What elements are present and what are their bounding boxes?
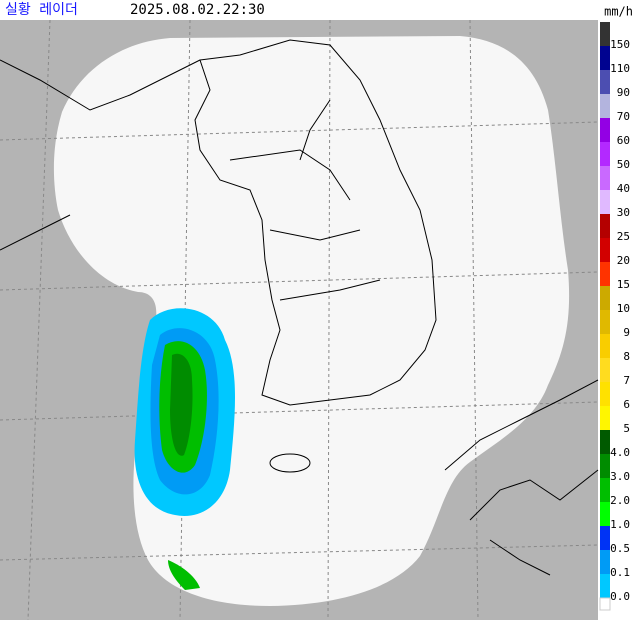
legend-swatch — [600, 286, 610, 310]
legend-label: 4.0 — [610, 446, 630, 459]
legend-swatch — [600, 358, 610, 382]
legend-label: 1.0 — [610, 518, 630, 531]
coastline — [0, 39, 599, 576]
legend-swatch — [600, 238, 610, 262]
legend-label: 20 — [617, 254, 630, 267]
legend-label: 70 — [617, 110, 630, 123]
legend-label: 0.1 — [610, 566, 630, 579]
legend-label: 2.0 — [610, 494, 630, 507]
legend-label: 10 — [617, 302, 630, 315]
legend-swatch — [600, 94, 610, 118]
legend-swatch — [600, 574, 610, 598]
legend-swatch — [600, 118, 610, 142]
legend-swatch — [600, 22, 610, 46]
legend-label: 50 — [617, 158, 630, 171]
legend-label: 110 — [610, 62, 630, 75]
legend: 150 110 90 70 60 50 40 30 25 20 15 10 9 8 7 6 5 4.0 3.0 2.0… — [599, 22, 630, 611]
legend-swatch — [600, 70, 610, 94]
legend-label: 7 — [623, 374, 630, 387]
timestamp: 2025.08.02.22:30 — [130, 2, 265, 18]
legend-label: 8 — [623, 350, 630, 363]
legend-swatch-base — [599, 597, 611, 611]
legend-swatch — [600, 526, 610, 550]
legend-swatch — [600, 430, 610, 454]
legend-label: 9 — [623, 326, 630, 339]
legend-swatch — [600, 310, 610, 334]
precipitation — [134, 308, 235, 590]
legend-unit: mm/h — [604, 5, 633, 19]
legend-label: 15 — [617, 278, 630, 291]
legend-label: 40 — [617, 182, 630, 195]
legend-swatch — [600, 214, 610, 238]
legend-swatch — [600, 334, 610, 358]
legend-swatch — [600, 46, 610, 70]
legend-swatch — [600, 454, 610, 478]
legend-label: 60 — [617, 134, 630, 147]
legend-label: 30 — [617, 206, 630, 219]
legend-swatch — [600, 262, 610, 286]
legend-swatch — [600, 382, 610, 406]
legend-label: 6 — [623, 398, 630, 411]
legend-label: 5 — [623, 422, 630, 435]
legend-swatch — [600, 190, 610, 214]
legend-label: 25 — [617, 230, 630, 243]
legend-swatch — [600, 142, 610, 166]
legend-swatch — [600, 478, 610, 502]
legend-swatch — [600, 550, 610, 574]
legend-label: 150 — [610, 38, 630, 51]
legend-swatch — [600, 502, 610, 526]
legend-label: 0.5 — [610, 542, 630, 555]
legend-swatch — [600, 406, 610, 430]
legend-swatch — [600, 166, 610, 190]
title: 실황 레이더 — [5, 2, 78, 18]
legend-label: 90 — [617, 86, 630, 99]
legend-label: 3.0 — [610, 470, 630, 483]
legend-label: 0.0 — [610, 590, 630, 603]
